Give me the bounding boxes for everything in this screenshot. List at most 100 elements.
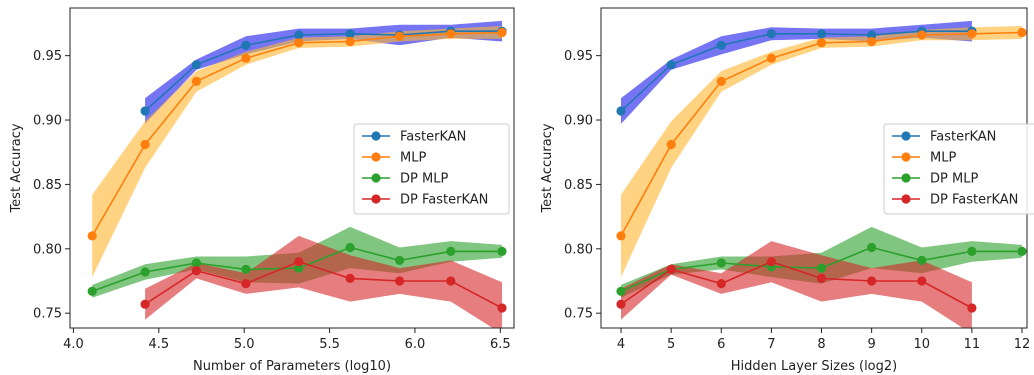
point-dp-fasterkan xyxy=(816,273,827,283)
point-dp-mlp xyxy=(294,263,304,273)
x-tick-label: 4.0 xyxy=(63,337,84,352)
point-dp-fasterkan xyxy=(666,264,676,274)
point-dp-fasterkan xyxy=(241,279,251,289)
point-dp-fasterkan xyxy=(967,303,977,313)
y-tick-label: 0.95 xyxy=(33,49,62,64)
plot-2: 4 5 6 7 8 9 10 11 12 0.75 0.80 0.85 0.90 0.95 Hidden L… xyxy=(540,7,1034,374)
legend-marker-dp-fasterkan xyxy=(901,194,911,204)
legend-label-dp-fasterkan: DP FasterKAN xyxy=(930,193,1018,208)
point-mlp xyxy=(395,31,405,41)
legend-label-dp-fasterkan: DP FasterKAN xyxy=(400,193,488,208)
y-axis-label: Test Accuracy xyxy=(540,123,555,213)
point-mlp xyxy=(816,38,827,48)
legend-label-mlp: MLP xyxy=(930,151,956,166)
point-dp-mlp xyxy=(867,242,877,253)
x-axis-label: Hidden Layer Sizes (log2) xyxy=(731,359,897,374)
point-dp-mlp xyxy=(191,258,201,268)
point-fasterkan xyxy=(867,30,877,40)
point-dp-mlp xyxy=(616,286,626,296)
point-mlp xyxy=(446,29,456,39)
x-tick-label: 4 xyxy=(617,337,625,352)
y-tick-label: 0.80 xyxy=(564,242,593,257)
plot-1: 4.0 4.5 5.0 5.5 6.0 6.5 0.75 0.80 0.85 0.90 0.95 Nu… xyxy=(9,7,515,374)
point-fasterkan xyxy=(140,106,150,116)
legend-marker-fasterkan xyxy=(901,131,911,141)
point-fasterkan xyxy=(766,29,777,39)
point-fasterkan xyxy=(616,106,626,116)
point-dp-mlp xyxy=(917,255,927,265)
legend-label-dp-mlp: DP MLP xyxy=(930,172,978,187)
axes-frame xyxy=(69,7,515,329)
y-tick-label: 0.85 xyxy=(33,178,62,193)
y-tick-label: 0.85 xyxy=(564,178,593,193)
legend-label-dp-mlp: DP MLP xyxy=(400,172,448,187)
point-dp-mlp xyxy=(395,255,405,265)
line-fasterkan xyxy=(144,30,502,112)
band-mlp xyxy=(92,26,502,278)
plot-area xyxy=(87,20,507,328)
point-dp-fasterkan xyxy=(294,257,304,267)
point-dp-mlp xyxy=(1017,246,1027,256)
point-dp-fasterkan xyxy=(446,276,456,286)
x-tick-label: 10 xyxy=(913,337,930,352)
point-dp-fasterkan xyxy=(616,299,626,309)
legend-label-fasterkan: FasterKAN xyxy=(930,130,996,145)
x-tick-label: 6.0 xyxy=(405,337,426,352)
point-dp-mlp xyxy=(446,246,456,256)
point-mlp xyxy=(766,53,777,63)
band-dp-fasterkan xyxy=(145,235,502,328)
x-tick-label: 5 xyxy=(667,337,675,352)
point-dp-mlp xyxy=(716,258,726,268)
point-mlp xyxy=(241,53,251,63)
x-tick-label: 4.5 xyxy=(148,337,169,352)
line-dp-fasterkan xyxy=(144,260,503,309)
point-fasterkan xyxy=(241,40,251,50)
y-tick-label: 0.90 xyxy=(33,114,62,129)
point-mlp xyxy=(191,76,201,86)
point-dp-mlp xyxy=(140,267,150,277)
legend-marker-mlp xyxy=(371,152,381,162)
band-fasterkan xyxy=(621,20,972,124)
y-axis-label: Test Accuracy xyxy=(9,123,24,213)
point-mlp xyxy=(294,38,304,48)
point-dp-fasterkan xyxy=(716,279,726,289)
point-dp-fasterkan xyxy=(191,266,201,276)
point-dp-fasterkan xyxy=(917,276,927,286)
y-tick-label: 0.95 xyxy=(564,49,593,64)
y-tick-label: 0.75 xyxy=(33,307,62,322)
point-dp-mlp xyxy=(241,264,251,274)
x-tick-label: 6 xyxy=(717,337,725,352)
legend-marker-dp-mlp xyxy=(371,173,381,183)
legend-marker-fasterkan xyxy=(371,131,381,141)
x-axis-label: Number of Parameters (log10) xyxy=(193,359,391,374)
point-mlp xyxy=(917,30,927,40)
x-tick-label: 7 xyxy=(767,337,775,352)
plot-area xyxy=(616,20,1027,328)
legend-label-fasterkan: FasterKAN xyxy=(400,130,466,145)
point-mlp xyxy=(1017,27,1027,38)
legend-box xyxy=(883,123,1034,215)
x-tick-label: 8 xyxy=(817,337,825,352)
point-mlp xyxy=(867,36,877,47)
point-dp-mlp xyxy=(816,263,827,273)
point-mlp xyxy=(87,231,97,241)
point-dp-mlp xyxy=(497,246,507,256)
point-fasterkan xyxy=(345,29,355,39)
legend-marker-dp-fasterkan xyxy=(371,194,381,204)
line-fasterkan xyxy=(620,30,972,112)
x-tick-label: 6.5 xyxy=(490,337,511,352)
point-mlp xyxy=(716,76,726,86)
x-tick-label: 11 xyxy=(964,337,981,352)
point-mlp xyxy=(140,139,150,150)
point-dp-fasterkan xyxy=(140,299,150,309)
x-tick-label: 5.0 xyxy=(234,337,255,352)
legend-label-mlp: MLP xyxy=(400,151,426,166)
y-tick-label: 0.80 xyxy=(33,242,62,257)
y-tick-label: 0.75 xyxy=(564,307,593,322)
legend-marker-mlp xyxy=(901,152,911,162)
x-tick-label: 9 xyxy=(867,337,875,352)
point-dp-mlp xyxy=(87,286,97,296)
point-dp-mlp xyxy=(967,246,977,256)
point-mlp xyxy=(666,139,676,150)
